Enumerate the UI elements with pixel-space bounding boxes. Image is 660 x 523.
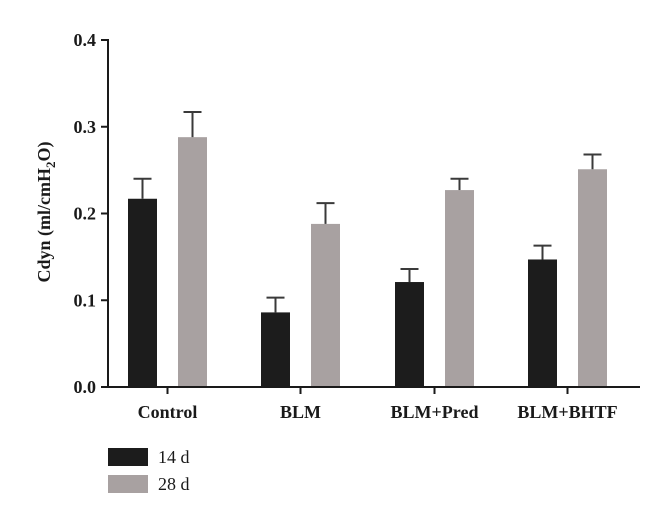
x-tick-label: BLM+Pred <box>391 402 479 422</box>
bar <box>261 312 290 387</box>
bar <box>178 137 207 387</box>
legend-label: 14 d <box>158 447 190 467</box>
legend-label: 28 d <box>158 474 190 494</box>
y-axis-ticks: 0.0 0.1 0.2 0.3 0.4 <box>74 30 108 397</box>
x-tick-label: BLM <box>280 402 321 422</box>
bar <box>128 198 157 387</box>
bar <box>578 169 607 387</box>
y-tick-label: 0.1 <box>74 290 97 310</box>
y-tick-label: 0.2 <box>74 204 97 224</box>
bar <box>311 223 340 387</box>
bar <box>395 282 424 387</box>
bars <box>128 137 607 387</box>
x-axis-labels: Control BLM BLM+Pred BLM+BHTF <box>138 387 618 422</box>
legend-swatch <box>108 448 148 466</box>
y-tick-label: 0.0 <box>74 377 97 397</box>
error-bars <box>133 111 602 313</box>
y-tick-label: 0.3 <box>74 117 97 137</box>
y-tick-label: 0.4 <box>74 30 97 50</box>
legend-swatch <box>108 475 148 493</box>
y-axis-label: Cdyn (ml/cmH2O) <box>34 141 58 282</box>
legend: 14 d 28 d <box>108 447 190 494</box>
x-tick-label: BLM+BHTF <box>517 402 617 422</box>
bar <box>445 190 474 387</box>
x-tick-label: Control <box>138 402 198 422</box>
bar <box>528 259 557 387</box>
